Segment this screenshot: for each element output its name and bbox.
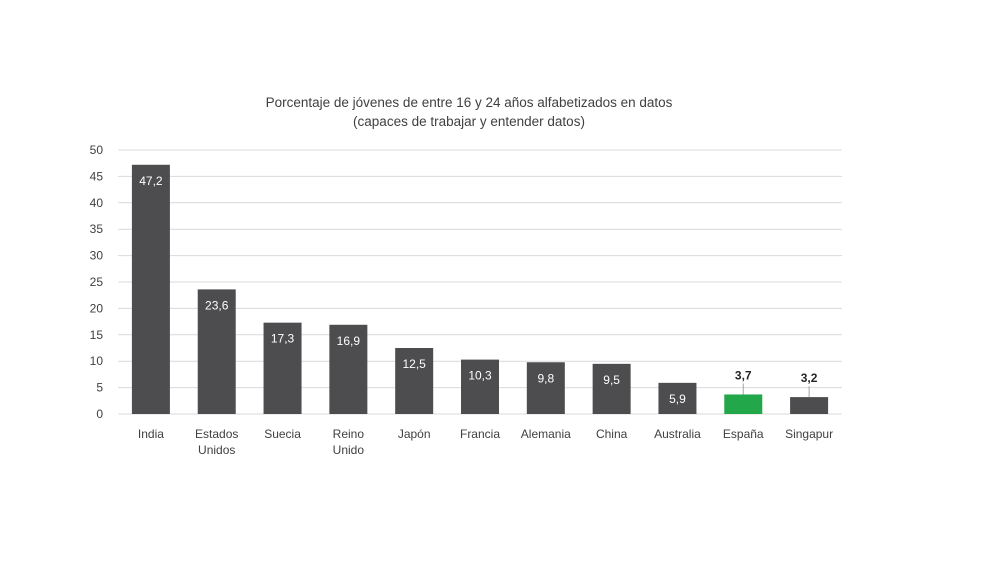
x-category-label: India xyxy=(138,427,164,441)
y-axis-ticks: 0 5 10 15 20 25 30 35 40 45 50 xyxy=(90,143,104,421)
x-category-label: Alemania xyxy=(521,427,571,441)
x-category-label: Suecia xyxy=(264,427,301,441)
bar xyxy=(197,289,236,414)
data-label: 5,9 xyxy=(669,392,686,406)
y-tick-label: 30 xyxy=(90,249,104,263)
y-tick-label: 40 xyxy=(90,196,104,210)
data-label: 9,8 xyxy=(537,371,554,385)
x-axis-categories: India Estados Unidos Suecia Reino Unido Japón F… xyxy=(138,427,833,457)
data-label: 47,2 xyxy=(139,174,163,188)
bar xyxy=(461,359,499,414)
x-category-label: Reino xyxy=(333,427,365,441)
x-category-label: Australia xyxy=(654,427,701,441)
x-category-label: Unidos xyxy=(198,443,235,457)
x-category-label: Japón xyxy=(398,427,431,441)
y-tick-label: 50 xyxy=(90,143,104,157)
x-category-label: Unido xyxy=(333,443,365,457)
x-category-label: Singapur xyxy=(785,427,833,441)
data-label: 10,3 xyxy=(468,369,492,383)
data-label: 9,5 xyxy=(603,373,620,387)
gridlines xyxy=(118,149,842,415)
bar xyxy=(526,362,565,414)
bar xyxy=(395,348,434,414)
y-tick-label: 45 xyxy=(90,169,104,183)
chart-title: Porcentaje de jóvenes de entre 16 y 24 a… xyxy=(266,95,673,110)
x-category-label: China xyxy=(596,427,628,441)
data-label: 3,7 xyxy=(735,368,752,382)
bar xyxy=(658,382,697,414)
bar xyxy=(790,397,829,414)
bar xyxy=(592,363,631,414)
data-label: 23,6 xyxy=(205,298,229,312)
y-tick-label: 25 xyxy=(90,275,104,289)
data-label: 17,3 xyxy=(271,332,295,346)
bar xyxy=(131,164,170,414)
bar xyxy=(724,394,763,414)
y-tick-label: 0 xyxy=(96,407,103,421)
data-label: 3,2 xyxy=(801,371,818,385)
bar xyxy=(263,322,302,414)
x-category-label: Francia xyxy=(460,427,500,441)
bar xyxy=(329,324,368,414)
x-category-label: Estados xyxy=(195,427,238,441)
y-tick-label: 20 xyxy=(90,301,104,315)
data-label: 12,5 xyxy=(403,357,427,371)
chart-subtitle: (capaces de trabajar y entender datos) xyxy=(353,114,585,129)
y-tick-label: 35 xyxy=(90,222,104,236)
data-labels: 47,2 23,6 17,3 16,9 12,5 10,3 9,8 9,5 5,9 3,7 3,2 xyxy=(139,174,818,406)
data-label: 16,9 xyxy=(337,334,361,348)
x-category-label: España xyxy=(723,427,764,441)
y-tick-label: 10 xyxy=(90,354,104,368)
bars xyxy=(131,164,829,414)
y-tick-label: 15 xyxy=(90,328,104,342)
y-tick-label: 5 xyxy=(96,381,103,395)
